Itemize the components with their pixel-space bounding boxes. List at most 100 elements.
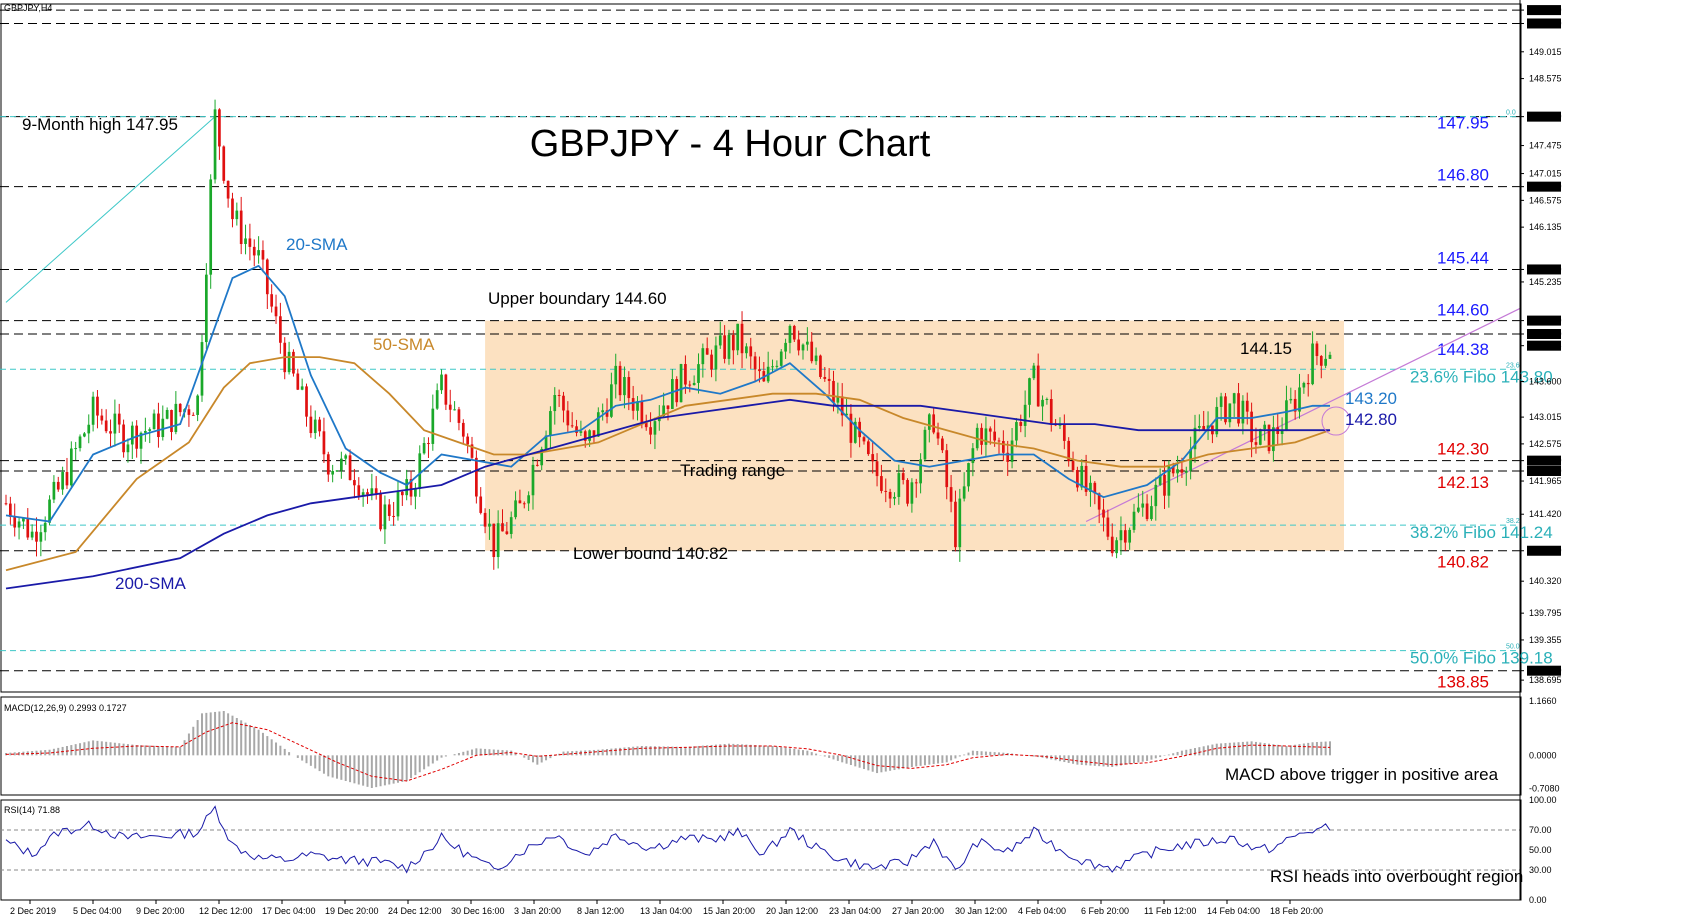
- candle-body: [126, 444, 130, 453]
- candle-body: [1224, 396, 1227, 423]
- candle-body: [204, 274, 208, 343]
- axis-tag-box: [1527, 18, 1561, 29]
- rsi-axis-label: 70.00: [1529, 825, 1552, 835]
- candle-body: [827, 378, 831, 381]
- candle-body: [292, 351, 295, 374]
- candle-body: [475, 457, 478, 497]
- candle-body: [1049, 399, 1053, 424]
- time-tick-label: 11 Feb 12:00: [1144, 906, 1196, 916]
- candle-body: [161, 418, 165, 438]
- candle-body: [688, 384, 692, 386]
- candle-body: [379, 493, 382, 530]
- candle-body: [531, 464, 535, 496]
- axis-tick-label: 144.380: [1529, 329, 1562, 339]
- candle-body: [1285, 400, 1288, 430]
- axis-tick-label: 140.320: [1529, 576, 1562, 586]
- axis-tag-box: [1527, 545, 1561, 556]
- axis-tick-label: 138.850: [1529, 666, 1562, 676]
- candle-body: [422, 443, 426, 454]
- candle-body: [618, 365, 622, 396]
- candle-body: [1023, 404, 1027, 426]
- candle-body: [213, 109, 217, 180]
- candle-body: [392, 515, 395, 517]
- axis-tick-label: 142.575: [1529, 439, 1562, 449]
- candle-body: [579, 431, 583, 433]
- candle-body: [370, 488, 374, 495]
- level-label: 138.85: [1437, 673, 1489, 692]
- candle-body: [113, 413, 117, 434]
- candle-body: [313, 419, 317, 434]
- axis-tag-box: [1527, 665, 1561, 676]
- series-line-20-sma: [5, 264, 1330, 523]
- rsi-axis-label: 100.00: [1529, 795, 1557, 805]
- candle-body: [409, 479, 413, 497]
- candle-body: [1219, 396, 1223, 407]
- time-tick-label: 12 Dec 12:00: [199, 906, 253, 916]
- candle-body: [1084, 465, 1088, 492]
- axis-tag-box: [1527, 5, 1561, 16]
- candle-body: [335, 470, 339, 472]
- candle-body: [540, 448, 544, 466]
- candle-body: [348, 455, 352, 481]
- candle-body: [1163, 474, 1166, 496]
- candle-body: [636, 401, 639, 411]
- time-tick-label: 14 Feb 04:00: [1207, 906, 1260, 916]
- fibo-label: 23.6% Fibo 143.80: [1410, 367, 1553, 386]
- candle-body: [87, 424, 91, 434]
- candle-body: [557, 395, 561, 397]
- candle-body: [984, 428, 988, 445]
- fibo-label: 50.0% Fibo 139.18: [1410, 649, 1553, 668]
- candle-body: [823, 376, 827, 379]
- candle-body: [605, 410, 609, 417]
- candle-body: [1202, 426, 1206, 430]
- candle-body: [148, 429, 152, 431]
- candle-body: [1067, 440, 1071, 462]
- candle-body: [592, 430, 596, 437]
- candle-body: [248, 238, 252, 247]
- level-label: 140.82: [1437, 553, 1489, 572]
- candle-body: [1158, 474, 1162, 485]
- candle-body: [187, 409, 191, 415]
- candle-body: [91, 396, 95, 425]
- level-label: 142.13: [1437, 473, 1489, 492]
- candle-body: [448, 404, 452, 410]
- candle-body: [396, 491, 400, 517]
- candle-body: [971, 448, 975, 464]
- candle-body: [100, 415, 104, 421]
- candle-body: [1306, 382, 1310, 385]
- candle-body: [165, 409, 169, 419]
- candle-body: [326, 454, 330, 475]
- candle-body: [1263, 424, 1267, 430]
- candle-body: [1258, 429, 1262, 445]
- candle-body: [588, 430, 591, 441]
- time-axis: 2 Dec 2019 5 Dec 04:00 9 Dec 20:00 12 Dec 1…: [10, 900, 1323, 916]
- candle-body: [1032, 365, 1036, 379]
- candle-body: [431, 408, 435, 444]
- fibo-diagonal: [5, 116, 216, 303]
- candle-body: [806, 341, 809, 345]
- panel-frame: [0, 3, 1522, 693]
- candle-body: [671, 379, 674, 409]
- candle-body: [48, 499, 51, 523]
- candle-body: [801, 344, 805, 351]
- candle-body: [461, 422, 465, 437]
- axis-tick-label: 147.015: [1529, 169, 1562, 179]
- candle-body: [684, 364, 687, 385]
- candle-body: [1036, 365, 1040, 407]
- candle-body: [797, 339, 801, 351]
- candle-body: [897, 473, 901, 497]
- time-tick-label: 19 Dec 20:00: [325, 906, 379, 916]
- candle-body: [1167, 466, 1171, 496]
- candle-body: [1028, 378, 1031, 405]
- candle-body: [400, 491, 404, 496]
- axis-tick-label: 146.800: [1529, 182, 1562, 192]
- axis-tick-label: 144.188: [1529, 341, 1562, 351]
- candle-body: [932, 414, 936, 433]
- fibo-tag: 38.2: [1506, 518, 1520, 525]
- candle-body: [631, 398, 635, 411]
- chart-title: GBPJPY - 4 Hour Chart: [530, 123, 931, 165]
- sma-value-label: 142.80: [1345, 410, 1397, 429]
- candle-body: [967, 463, 970, 487]
